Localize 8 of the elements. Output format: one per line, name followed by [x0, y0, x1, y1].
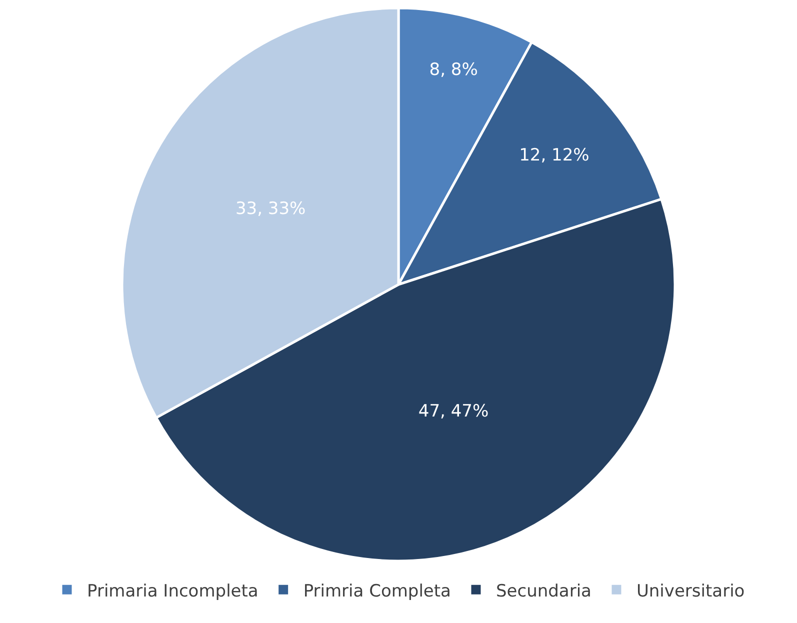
- legend-label: Secundaria: [496, 581, 592, 602]
- data-label: 47, 47%: [418, 402, 489, 422]
- legend-label: Universitario: [636, 581, 745, 602]
- data-label: 8, 8%: [429, 60, 478, 80]
- legend-label: Primaria Incompleta: [87, 581, 258, 602]
- data-label: 12, 12%: [519, 146, 590, 166]
- data-label: 33, 33%: [235, 198, 306, 219]
- legend-label: Primria Completa: [303, 581, 451, 602]
